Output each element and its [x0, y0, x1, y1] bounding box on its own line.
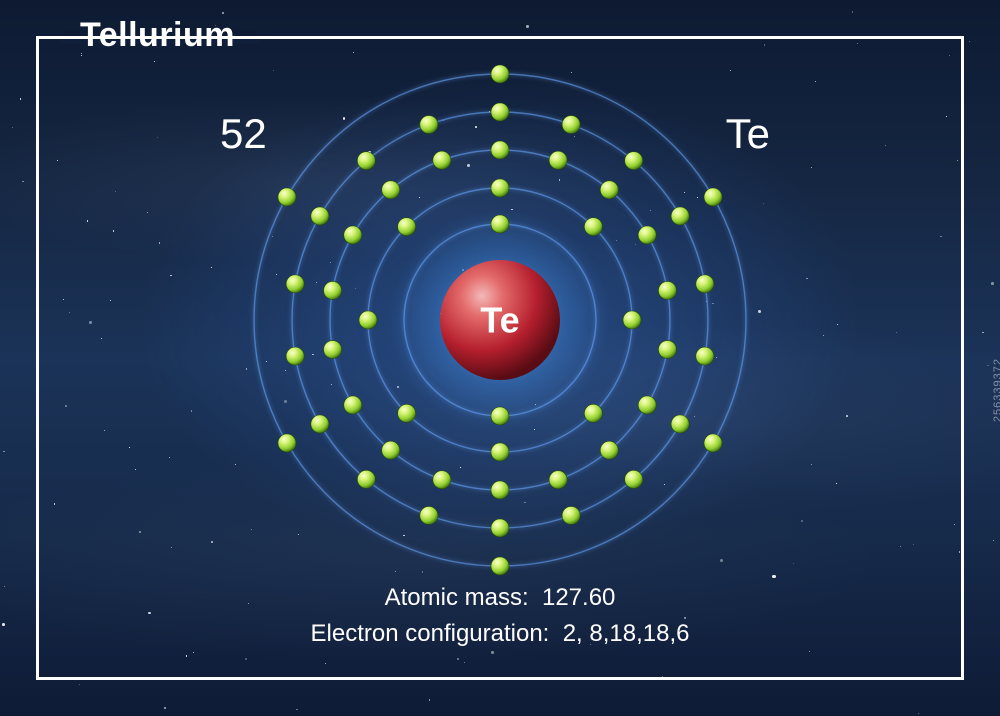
atomic-number: 52: [220, 110, 267, 158]
electron-config-value: 2, 8,18,18,6: [563, 620, 690, 647]
element-title: Tellurium: [80, 16, 235, 55]
electron-config-label: Electron configuration:: [311, 620, 550, 647]
atomic-mass-row: Atomic mass: 127.60: [0, 580, 1000, 616]
element-symbol-side: Te: [726, 110, 770, 158]
atomic-mass-value: 127.60: [542, 584, 615, 611]
info-block: Atomic mass: 127.60 Electron configurati…: [0, 580, 1000, 652]
electron-config-row: Electron configuration: 2, 8,18,18,6: [0, 616, 1000, 652]
svg-text:Te: Te: [480, 300, 519, 341]
watermark: 256339372: [992, 358, 1000, 422]
atomic-mass-label: Atomic mass:: [385, 584, 529, 611]
